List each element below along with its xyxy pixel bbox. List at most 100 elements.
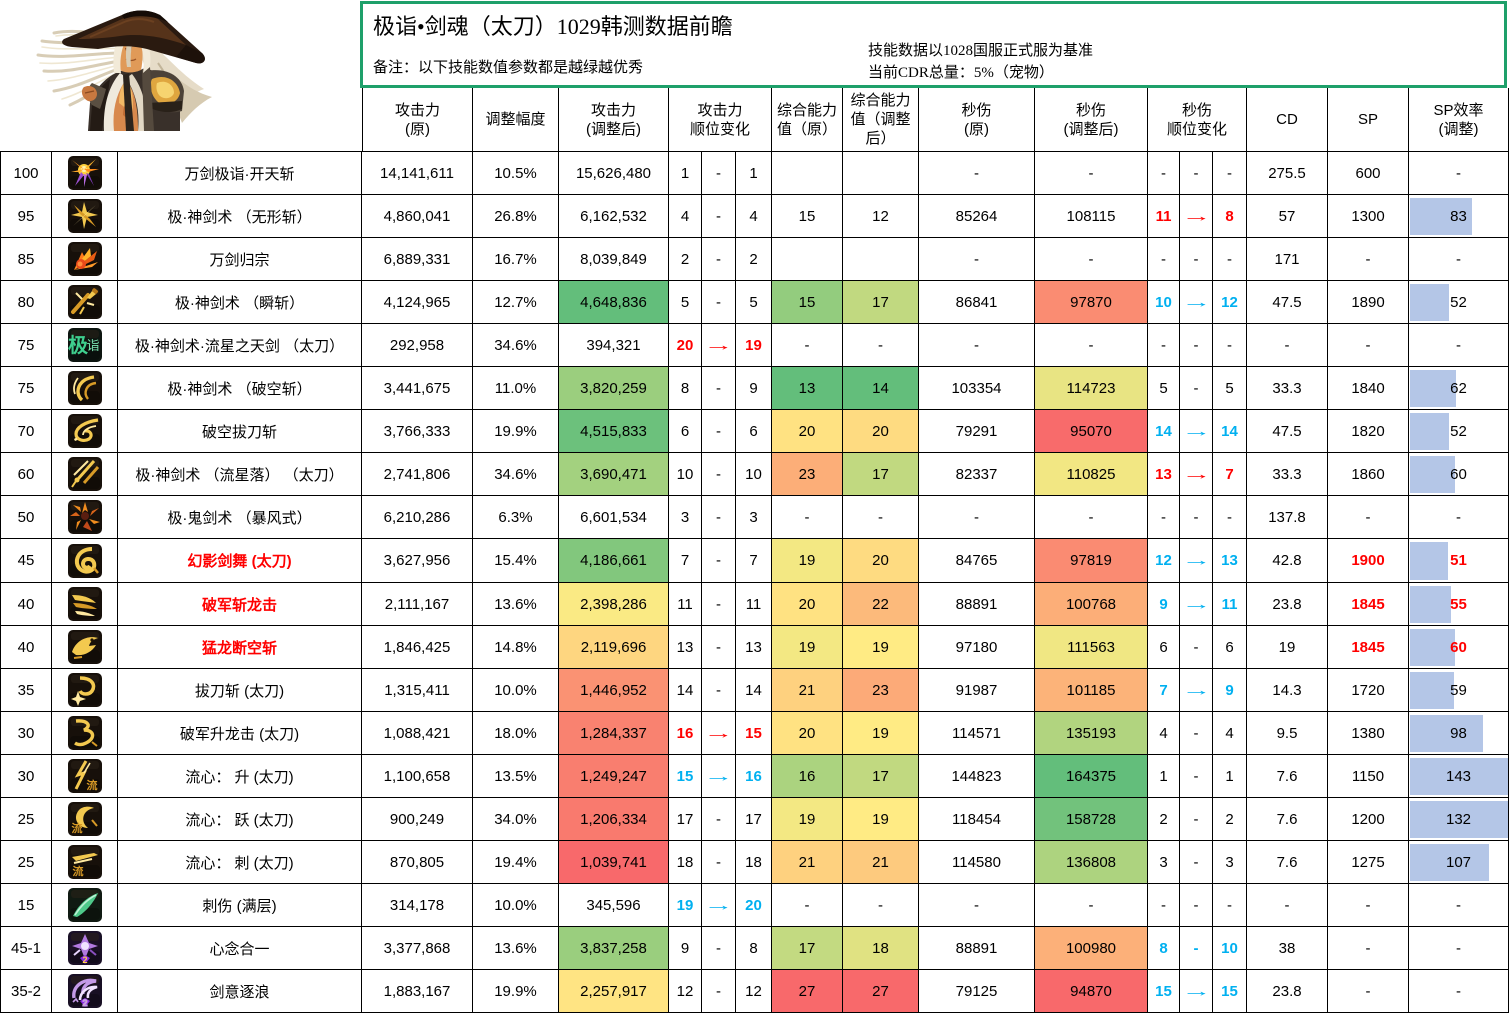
skill-name-cell[interactable]: 极·神剑术 （瞬斩） bbox=[118, 281, 362, 324]
adjust-percent-cell[interactable]: 12.7% bbox=[473, 281, 559, 324]
overall-score-adjusted-cell[interactable]: - bbox=[843, 496, 919, 539]
dps-rank-after-cell[interactable]: - bbox=[1213, 324, 1247, 367]
dps-original-cell[interactable]: - bbox=[919, 238, 1035, 281]
attack-adjusted-cell[interactable]: 1,249,247 bbox=[559, 755, 669, 798]
dps-rank-arrow-cell[interactable]: - bbox=[1180, 367, 1213, 410]
dps-rank-after-cell[interactable]: 11 bbox=[1213, 583, 1247, 626]
dps-adjusted-cell[interactable]: 100768 bbox=[1035, 583, 1148, 626]
sp-cost-cell[interactable]: 1900 bbox=[1328, 539, 1409, 583]
overall-score-original-cell[interactable]: 21 bbox=[772, 841, 843, 884]
attack-rank-before-cell[interactable]: 3 bbox=[669, 496, 702, 539]
attack-rank-before-cell[interactable]: 8 bbox=[669, 367, 702, 410]
dps-adjusted-cell[interactable]: 158728 bbox=[1035, 798, 1148, 841]
adjust-percent-cell[interactable]: 19.9% bbox=[473, 970, 559, 1013]
dps-rank-before-cell[interactable]: 1 bbox=[1148, 755, 1180, 798]
sp-efficiency-cell[interactable]: - bbox=[1409, 927, 1509, 970]
cooldown-cell[interactable]: - bbox=[1247, 884, 1328, 927]
attack-rank-arrow-cell[interactable]: - bbox=[702, 281, 736, 324]
attack-rank-after-cell[interactable]: 3 bbox=[736, 496, 772, 539]
overall-score-original-cell[interactable]: 20 bbox=[772, 712, 843, 755]
attack-adjusted-cell[interactable]: 4,515,833 bbox=[559, 410, 669, 453]
dps-rank-before-cell[interactable]: 6 bbox=[1148, 626, 1180, 669]
level-cell[interactable]: 25 bbox=[0, 798, 52, 841]
dps-adjusted-cell[interactable]: 164375 bbox=[1035, 755, 1148, 798]
attack-rank-before-cell[interactable]: 20 bbox=[669, 324, 702, 367]
sp-efficiency-cell[interactable]: 59 bbox=[1409, 669, 1509, 712]
dps-rank-before-cell[interactable]: 12 bbox=[1148, 539, 1180, 583]
dps-rank-arrow-cell[interactable]: → bbox=[1180, 281, 1213, 324]
sp-cost-cell[interactable]: 1300 bbox=[1328, 195, 1409, 238]
dps-rank-arrow-cell[interactable]: → bbox=[1180, 970, 1213, 1013]
attack-rank-arrow-cell[interactable]: - bbox=[702, 367, 736, 410]
attack-rank-before-cell[interactable]: 16 bbox=[669, 712, 702, 755]
cooldown-cell[interactable]: 7.6 bbox=[1247, 841, 1328, 884]
attack-adjusted-cell[interactable]: 2,257,917 bbox=[559, 970, 669, 1013]
dps-rank-before-cell[interactable]: - bbox=[1148, 324, 1180, 367]
dps-rank-arrow-cell[interactable]: → bbox=[1180, 539, 1213, 583]
dps-rank-before-cell[interactable]: - bbox=[1148, 152, 1180, 195]
skill-icon-cell[interactable] bbox=[52, 626, 118, 669]
skill-icon-cell[interactable] bbox=[52, 496, 118, 539]
overall-score-original-cell[interactable]: - bbox=[772, 884, 843, 927]
dps-rank-before-cell[interactable]: 3 bbox=[1148, 841, 1180, 884]
overall-score-original-cell[interactable]: 13 bbox=[772, 367, 843, 410]
dps-rank-before-cell[interactable]: - bbox=[1148, 238, 1180, 281]
adjust-percent-cell[interactable]: 15.4% bbox=[473, 539, 559, 583]
dps-rank-arrow-cell[interactable]: → bbox=[1180, 410, 1213, 453]
attack-rank-before-cell[interactable]: 4 bbox=[669, 195, 702, 238]
dps-original-cell[interactable]: 86841 bbox=[919, 281, 1035, 324]
attack-rank-after-cell[interactable]: 13 bbox=[736, 626, 772, 669]
sp-cost-cell[interactable]: 1860 bbox=[1328, 453, 1409, 496]
dps-original-cell[interactable]: 84765 bbox=[919, 539, 1035, 583]
sp-cost-cell[interactable]: - bbox=[1328, 238, 1409, 281]
dps-original-cell[interactable]: 103354 bbox=[919, 367, 1035, 410]
cooldown-cell[interactable]: 38 bbox=[1247, 927, 1328, 970]
attack-rank-arrow-cell[interactable]: - bbox=[702, 970, 736, 1013]
dps-adjusted-cell[interactable]: 97870 bbox=[1035, 281, 1148, 324]
attack-adjusted-cell[interactable]: 6,162,532 bbox=[559, 195, 669, 238]
dps-rank-arrow-cell[interactable]: → bbox=[1180, 669, 1213, 712]
dps-rank-arrow-cell[interactable]: → bbox=[1180, 583, 1213, 626]
adjust-percent-cell[interactable]: 34.6% bbox=[473, 324, 559, 367]
attack-original-cell[interactable]: 2,111,167 bbox=[362, 583, 473, 626]
dps-rank-after-cell[interactable]: 12 bbox=[1213, 281, 1247, 324]
dps-rank-arrow-cell[interactable]: - bbox=[1180, 755, 1213, 798]
dps-original-cell[interactable]: 91987 bbox=[919, 669, 1035, 712]
overall-score-adjusted-cell[interactable]: 19 bbox=[843, 712, 919, 755]
adjust-percent-cell[interactable]: 10.0% bbox=[473, 884, 559, 927]
dps-rank-before-cell[interactable]: 2 bbox=[1148, 798, 1180, 841]
skill-name-cell[interactable]: 破军升龙击 (太刀) bbox=[118, 712, 362, 755]
cooldown-cell[interactable]: 23.8 bbox=[1247, 970, 1328, 1013]
dps-rank-after-cell[interactable]: 13 bbox=[1213, 539, 1247, 583]
attack-original-cell[interactable]: 4,124,965 bbox=[362, 281, 473, 324]
attack-adjusted-cell[interactable]: 3,820,259 bbox=[559, 367, 669, 410]
dps-adjusted-cell[interactable]: 101185 bbox=[1035, 669, 1148, 712]
sp-cost-cell[interactable]: 1890 bbox=[1328, 281, 1409, 324]
cooldown-cell[interactable]: 7.6 bbox=[1247, 798, 1328, 841]
cooldown-cell[interactable]: 23.8 bbox=[1247, 583, 1328, 626]
dps-rank-arrow-cell[interactable]: - bbox=[1180, 712, 1213, 755]
attack-adjusted-cell[interactable]: 6,601,534 bbox=[559, 496, 669, 539]
overall-score-adjusted-cell[interactable]: 12 bbox=[843, 195, 919, 238]
attack-adjusted-cell[interactable]: 1,446,952 bbox=[559, 669, 669, 712]
overall-score-original-cell[interactable] bbox=[772, 238, 843, 281]
adjust-percent-cell[interactable]: 13.6% bbox=[473, 927, 559, 970]
dps-rank-after-cell[interactable]: 5 bbox=[1213, 367, 1247, 410]
level-cell[interactable]: 75 bbox=[0, 367, 52, 410]
dps-rank-before-cell[interactable]: - bbox=[1148, 496, 1180, 539]
cooldown-cell[interactable]: 33.3 bbox=[1247, 453, 1328, 496]
overall-score-adjusted-cell[interactable]: 20 bbox=[843, 539, 919, 583]
overall-score-original-cell[interactable] bbox=[772, 152, 843, 195]
skill-icon-cell[interactable] bbox=[52, 453, 118, 496]
skill-icon-cell[interactable]: 流 bbox=[52, 798, 118, 841]
attack-original-cell[interactable]: 14,141,611 bbox=[362, 152, 473, 195]
dps-original-cell[interactable]: - bbox=[919, 496, 1035, 539]
skill-name-cell[interactable]: 心念合一 bbox=[118, 927, 362, 970]
cooldown-cell[interactable]: 7.6 bbox=[1247, 755, 1328, 798]
attack-rank-after-cell[interactable]: 14 bbox=[736, 669, 772, 712]
skill-icon-cell[interactable] bbox=[52, 712, 118, 755]
skill-name-cell[interactable]: 破空拔刀斩 bbox=[118, 410, 362, 453]
attack-original-cell[interactable]: 1,883,167 bbox=[362, 970, 473, 1013]
sp-cost-cell[interactable]: - bbox=[1328, 970, 1409, 1013]
skill-name-cell[interactable]: 破军斩龙击 bbox=[118, 583, 362, 626]
